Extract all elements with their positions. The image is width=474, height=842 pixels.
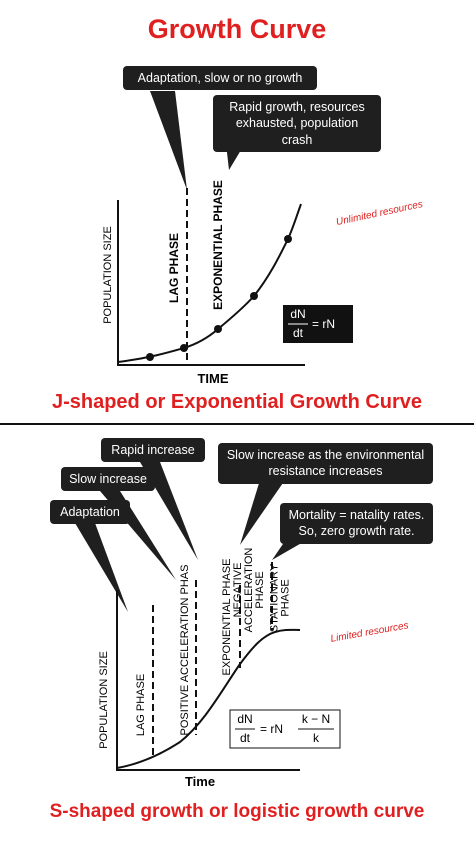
eq-num: dN — [290, 307, 305, 321]
eq-den: dt — [240, 731, 251, 745]
callout: Rapid growth, resources exhausted, popul… — [213, 95, 381, 152]
callout: Slow increase — [61, 467, 155, 492]
caption: S-shaped growth or logistic growth curve — [49, 801, 425, 822]
phase-label: LAG PHASE — [167, 233, 181, 303]
caption: J-shaped or Exponential Growth Curve — [51, 391, 423, 413]
eq-frac-num: k − N — [302, 712, 330, 726]
callout: Slow increase as the environmental resis… — [218, 443, 433, 484]
phase-label: STATIONARY — [269, 563, 281, 632]
x-axis-label: TIME — [197, 371, 228, 386]
phase-label: EXPONENTIAL PHASE — [211, 180, 225, 310]
eq-num: dN — [237, 712, 252, 726]
phase-label: PHASE — [254, 571, 266, 608]
phase-label: POSITIVE ACCELERATION PHAS — [179, 565, 191, 736]
callout: Adaptation — [50, 500, 130, 525]
phase-label: EXPONENTIAL PHASE — [221, 559, 233, 676]
note: Limited resources — [330, 620, 410, 645]
callout: Rapid increase — [101, 438, 205, 463]
y-axis-label: POPULATION SIZE — [102, 226, 114, 324]
eq-den: dt — [293, 326, 304, 340]
eq-rhs: = rN — [312, 317, 335, 331]
title: Growth Curve — [147, 14, 327, 44]
y-axis-label: POPULATION SIZE — [98, 651, 110, 749]
x-axis-label: Time — [185, 774, 215, 789]
callout: Mortality = natality rates. So, zero gro… — [280, 503, 433, 544]
note: Unlimited resources — [335, 199, 424, 228]
callout: Adaptation, slow or no growth — [123, 66, 317, 91]
phase-label: NEGATIVE — [232, 563, 244, 618]
phase-label: ACCELERATION — [243, 548, 255, 633]
eq-rhs: = rN — [260, 722, 283, 736]
phase-label: PHASE — [280, 579, 292, 616]
eq-frac-den: k — [313, 731, 320, 745]
phase-label: LAG PHASE — [135, 674, 147, 736]
